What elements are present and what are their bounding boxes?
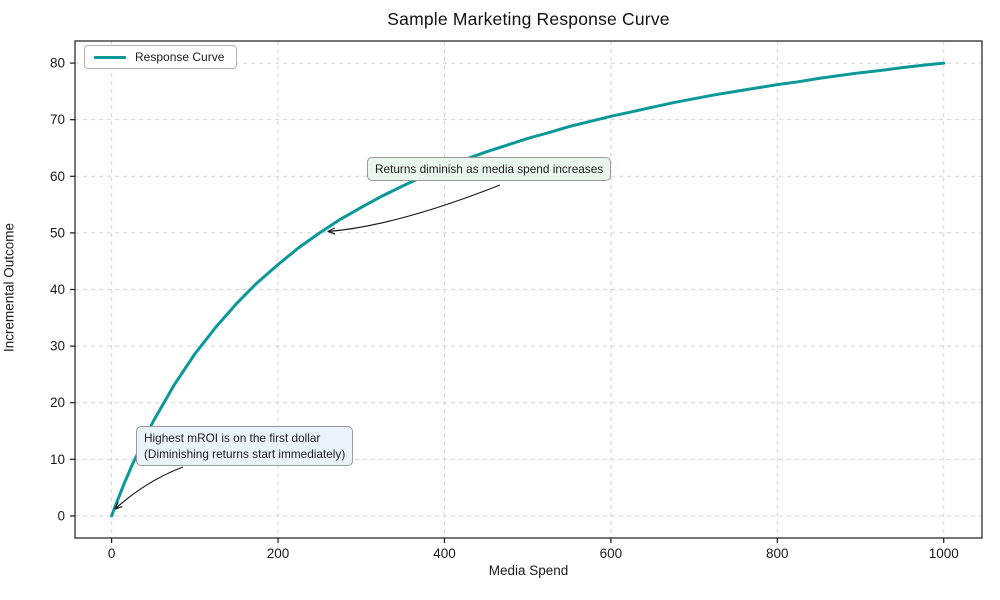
response-curve-line: [110, 61, 946, 518]
legend-entry-label: Response Curve: [135, 50, 225, 64]
x-tick-label: 200: [267, 546, 290, 561]
gridlines: [75, 41, 982, 538]
x-tick-label: 0: [108, 546, 116, 561]
annotation-highest-mroi: Highest mROI is on the first dollar (Dim…: [136, 426, 354, 466]
annotation-returns-text: Returns diminish as media spend increase…: [375, 162, 604, 176]
y-tick-label: 20: [50, 395, 65, 410]
chart-title: Sample Marketing Response Curve: [387, 9, 670, 29]
y-tick-label: 10: [50, 452, 65, 467]
y-tick-label: 80: [50, 56, 65, 71]
x-tick-label: 1000: [929, 546, 959, 561]
axis-ticks: 0 200 400 600 800 1000 0 10 20 30 40 50 60 70 80: [50, 56, 959, 561]
annotation-arrow-mroi: [115, 466, 184, 509]
y-tick-label: 0: [57, 508, 65, 523]
y-axis-label: Incremental Outcome: [1, 222, 17, 353]
annotation-returns-diminish: Returns diminish as media spend increase…: [367, 157, 612, 181]
y-tick-label: 50: [50, 225, 65, 240]
x-tick-label: 400: [433, 546, 456, 561]
y-tick-label: 40: [50, 282, 65, 297]
y-tick-label: 30: [50, 339, 65, 354]
x-tick-label: 600: [600, 546, 623, 561]
legend-line-swatch: [94, 55, 126, 59]
y-tick-label: 60: [50, 169, 65, 184]
response-curve-path: [110, 61, 946, 518]
legend: Response Curve: [84, 45, 238, 69]
x-tick-label: 800: [766, 546, 789, 561]
annotation-mroi-line1: Highest mROI is on the first dollar: [144, 431, 321, 445]
x-axis-label: Media Spend: [488, 563, 569, 578]
annotation-arrow-returns: [328, 184, 501, 232]
annotation-arrows: [115, 184, 501, 509]
annotation-mroi-line2: (Diminishing returns start immediately): [144, 447, 346, 461]
y-tick-label: 70: [50, 112, 65, 127]
